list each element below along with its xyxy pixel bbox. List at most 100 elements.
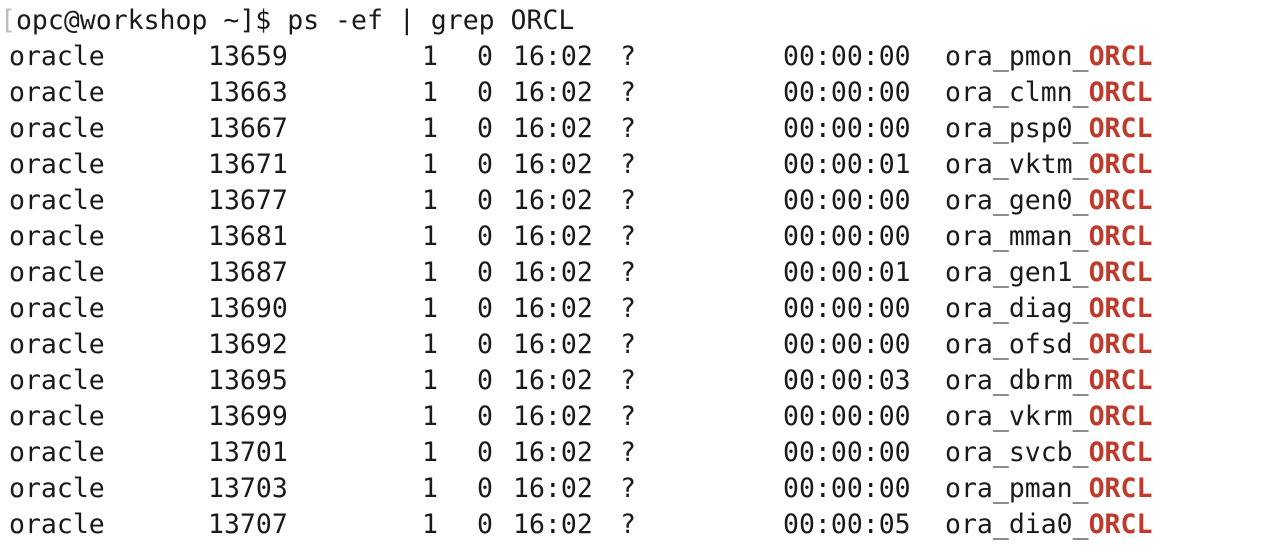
process-command: ora_diag_ORCL bbox=[945, 291, 1152, 327]
process-row: oracle 13671 1 0 16:02? 00:00:01 ora_vktm_ORCL bbox=[0, 147, 1272, 183]
process-tty: ? bbox=[620, 113, 636, 144]
process-command: ora_ofsd_ORCL bbox=[945, 327, 1152, 363]
process-command-prefix: ora_psp0_ bbox=[945, 113, 1089, 144]
process-pid: 13663 bbox=[208, 77, 288, 108]
process-tty: ? bbox=[620, 365, 636, 396]
process-pid: 13692 bbox=[208, 329, 288, 360]
process-start-time: 16:02 bbox=[513, 293, 593, 324]
process-ppid: 1 bbox=[422, 77, 438, 108]
process-command-prefix: ora_ofsd_ bbox=[945, 329, 1089, 360]
process-ppid: 1 bbox=[422, 221, 438, 252]
grep-match-highlight: ORCL bbox=[1088, 77, 1153, 108]
process-command-prefix: ora_dbrm_ bbox=[945, 365, 1089, 396]
process-start-time: 16:02 bbox=[513, 329, 593, 360]
process-pid: 13707 bbox=[208, 509, 288, 540]
process-command-prefix: ora_diag_ bbox=[945, 293, 1089, 324]
process-command-prefix: ora_gen0_ bbox=[945, 185, 1089, 216]
process-user: oracle bbox=[9, 437, 105, 468]
process-command: ora_clmn_ORCL bbox=[945, 75, 1152, 111]
process-command: ora_mman_ORCL bbox=[945, 219, 1152, 255]
process-row: oracle 13690 1 0 16:02? 00:00:00 ora_diag_ORCL bbox=[0, 291, 1272, 327]
process-cpu: 0 bbox=[477, 293, 493, 324]
process-pid: 13701 bbox=[208, 437, 288, 468]
prompt-bracket: [ bbox=[0, 5, 16, 36]
process-cpu-time: 00:00:00 bbox=[783, 293, 911, 324]
process-user: oracle bbox=[9, 293, 105, 324]
process-cpu: 0 bbox=[477, 473, 493, 504]
process-pid: 13667 bbox=[208, 113, 288, 144]
process-cpu: 0 bbox=[477, 221, 493, 252]
process-pid: 13671 bbox=[208, 149, 288, 180]
process-ppid: 1 bbox=[422, 365, 438, 396]
process-tty: ? bbox=[620, 77, 636, 108]
process-user: oracle bbox=[9, 185, 105, 216]
process-row: oracle 13659 1 0 16:02? 00:00:00 ora_pmon_ORCL bbox=[0, 39, 1272, 75]
process-row: oracle 13692 1 0 16:02? 00:00:00 ora_ofsd_ORCL bbox=[0, 327, 1272, 363]
process-tty: ? bbox=[620, 185, 636, 216]
process-ppid: 1 bbox=[422, 329, 438, 360]
process-command-prefix: ora_mman_ bbox=[945, 221, 1089, 252]
process-cpu-time: 00:00:00 bbox=[783, 41, 911, 72]
process-tty: ? bbox=[620, 329, 636, 360]
process-user: oracle bbox=[9, 329, 105, 360]
process-command: ora_dia0_ORCL bbox=[945, 507, 1152, 543]
process-user: oracle bbox=[9, 41, 105, 72]
process-command: ora_dbrm_ORCL bbox=[945, 363, 1152, 399]
process-user: oracle bbox=[9, 257, 105, 288]
process-pid: 13695 bbox=[208, 365, 288, 396]
process-start-time: 16:02 bbox=[513, 221, 593, 252]
process-command-prefix: ora_svcb_ bbox=[945, 437, 1089, 468]
grep-match-highlight: ORCL bbox=[1088, 41, 1153, 72]
process-ppid: 1 bbox=[422, 437, 438, 468]
process-tty: ? bbox=[620, 509, 636, 540]
process-command-prefix: ora_dia0_ bbox=[945, 509, 1089, 540]
process-start-time: 16:02 bbox=[513, 509, 593, 540]
process-command: ora_psp0_ORCL bbox=[945, 111, 1152, 147]
process-ppid: 1 bbox=[422, 149, 438, 180]
process-cpu: 0 bbox=[477, 113, 493, 144]
process-row: oracle 13687 1 0 16:02? 00:00:01 ora_gen1_ORCL bbox=[0, 255, 1272, 291]
process-ppid: 1 bbox=[422, 401, 438, 432]
grep-match-highlight: ORCL bbox=[1088, 185, 1153, 216]
process-row: oracle 13681 1 0 16:02? 00:00:00 ora_mman_ORCL bbox=[0, 219, 1272, 255]
process-command: ora_svcb_ORCL bbox=[945, 435, 1152, 471]
process-cpu-time: 00:00:03 bbox=[783, 365, 911, 396]
process-ppid: 1 bbox=[422, 113, 438, 144]
process-cpu: 0 bbox=[477, 509, 493, 540]
grep-match-highlight: ORCL bbox=[1088, 113, 1153, 144]
process-row: oracle 13667 1 0 16:02? 00:00:00 ora_psp0_ORCL bbox=[0, 111, 1272, 147]
process-pid: 13699 bbox=[208, 401, 288, 432]
process-user: oracle bbox=[9, 221, 105, 252]
process-start-time: 16:02 bbox=[513, 77, 593, 108]
process-cpu: 0 bbox=[477, 365, 493, 396]
process-ppid: 1 bbox=[422, 185, 438, 216]
process-tty: ? bbox=[620, 221, 636, 252]
process-ppid: 1 bbox=[422, 257, 438, 288]
process-cpu: 0 bbox=[477, 257, 493, 288]
grep-match-highlight: ORCL bbox=[1088, 473, 1153, 504]
command-prompt-line: [opc@workshop ~]$ ps -ef | grep ORCL bbox=[0, 3, 574, 39]
process-ppid: 1 bbox=[422, 293, 438, 324]
process-cpu: 0 bbox=[477, 149, 493, 180]
grep-match-highlight: ORCL bbox=[1088, 365, 1153, 396]
process-cpu-time: 00:00:00 bbox=[783, 401, 911, 432]
process-tty: ? bbox=[620, 437, 636, 468]
process-start-time: 16:02 bbox=[513, 365, 593, 396]
grep-match-highlight: ORCL bbox=[1088, 221, 1153, 252]
process-start-time: 16:02 bbox=[513, 437, 593, 468]
process-command: ora_gen1_ORCL bbox=[945, 255, 1152, 291]
grep-match-highlight: ORCL bbox=[1088, 257, 1153, 288]
process-command-prefix: ora_pman_ bbox=[945, 473, 1089, 504]
process-cpu-time: 00:00:00 bbox=[783, 473, 911, 504]
process-command-prefix: ora_clmn_ bbox=[945, 77, 1089, 108]
process-cpu-time: 00:00:05 bbox=[783, 509, 911, 540]
process-row: oracle 13699 1 0 16:02? 00:00:00 ora_vkrm_ORCL bbox=[0, 399, 1272, 435]
process-row: oracle 13677 1 0 16:02? 00:00:00 ora_gen0_ORCL bbox=[0, 183, 1272, 219]
process-pid: 13703 bbox=[208, 473, 288, 504]
process-command-prefix: ora_pmon_ bbox=[945, 41, 1089, 72]
process-tty: ? bbox=[620, 41, 636, 72]
process-cpu-time: 00:00:00 bbox=[783, 113, 911, 144]
grep-match-highlight: ORCL bbox=[1088, 329, 1153, 360]
prompt-command-text: opc@workshop ~]$ ps -ef | grep ORCL bbox=[15, 5, 575, 36]
